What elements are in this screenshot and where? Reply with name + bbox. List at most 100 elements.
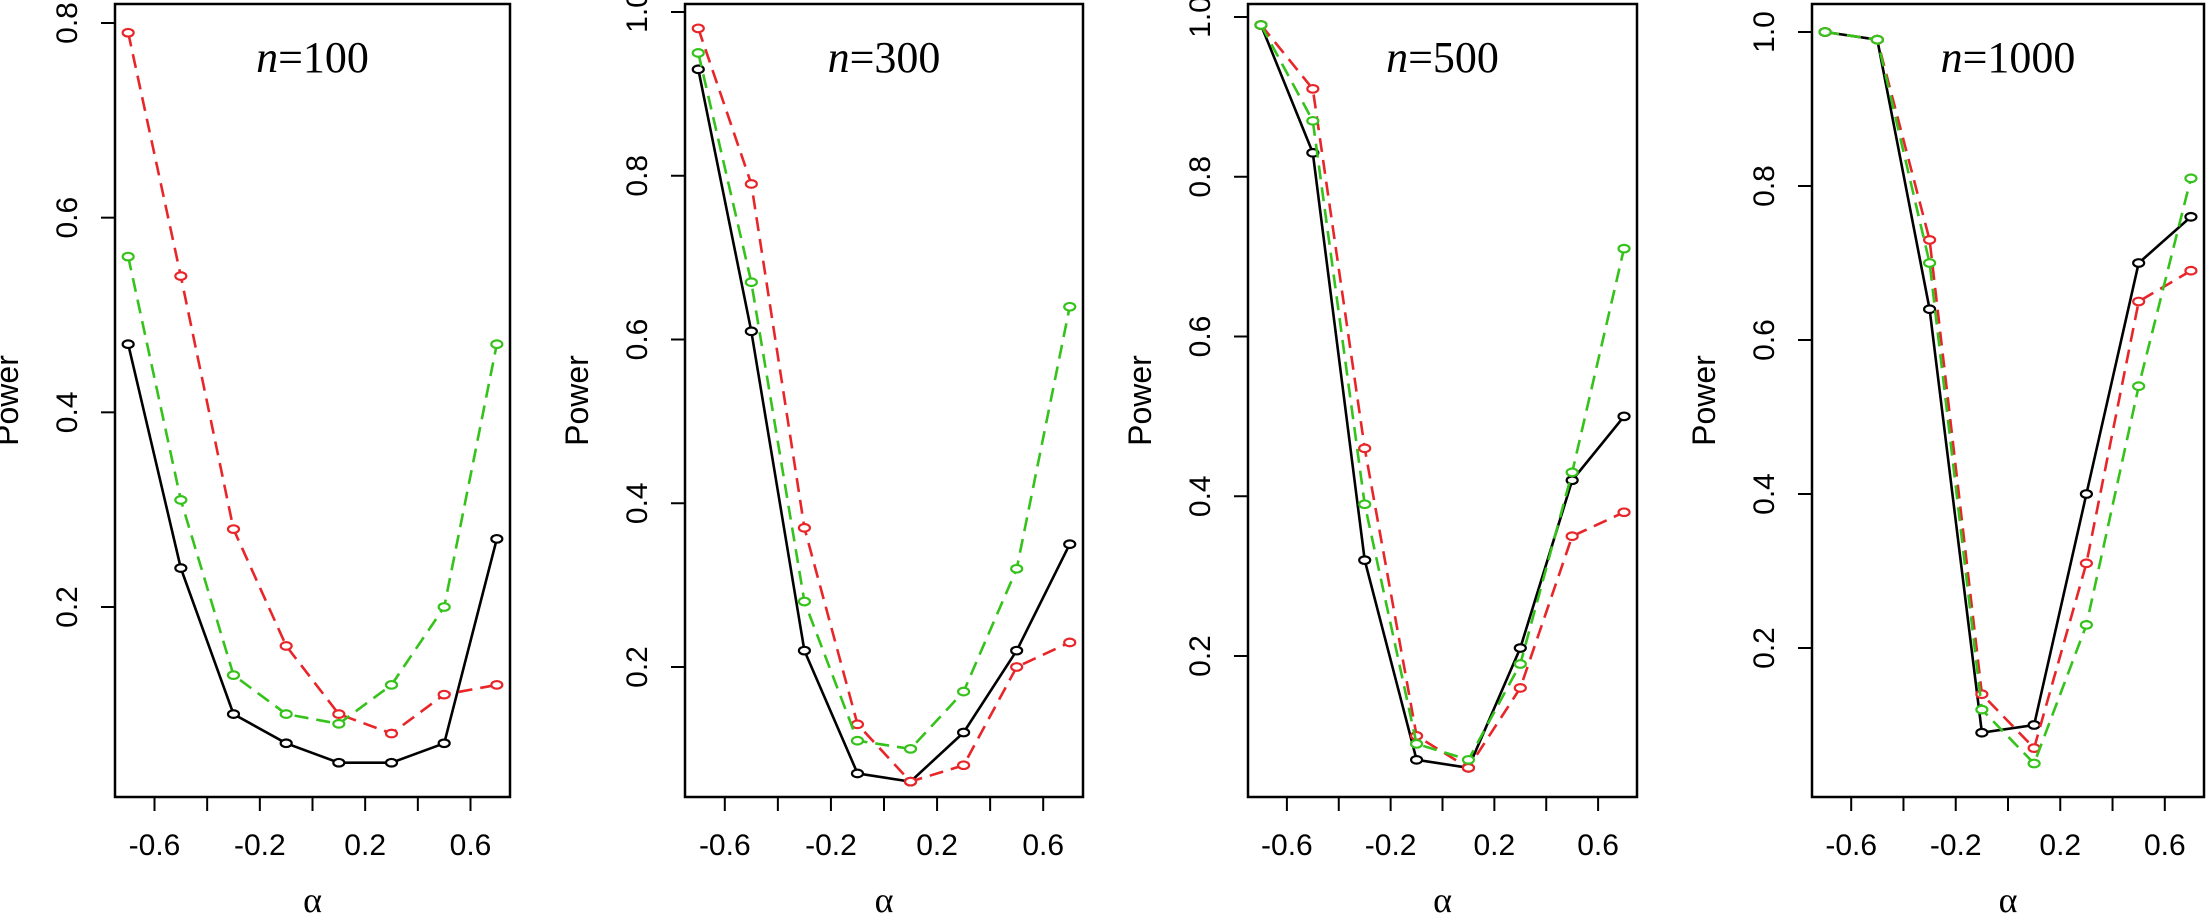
y-tick-label: 0.6: [1748, 319, 1781, 361]
chart-panel-4: -0.6 -0.2 0.2 0.6 0.2 0.4 0.6 0.8 1.0 α Power n=100…: [1686, 2, 2206, 920]
x-axis-label: α: [1999, 880, 2018, 920]
title-value: =300: [850, 33, 941, 82]
chart-panel-1: -0.6 -0.2 0.2 0.6 0.2 0.4 0.6 0.8 α Power n=100: [0, 2, 512, 920]
y-tick-label: 1.0: [621, 0, 654, 33]
data-point-green: [1306, 115, 1320, 126]
data-point-red: [2079, 558, 2093, 569]
plot-frame: [683, 2, 1085, 799]
data-point-green: [903, 743, 918, 754]
data-point-green: [121, 251, 135, 262]
x-tick-label: 0.2: [916, 829, 958, 862]
data-point-red: [744, 179, 758, 189]
data-point-black: [174, 563, 188, 573]
data-point-red: [174, 271, 188, 281]
data-point-black: [2027, 720, 2041, 730]
data-point-red: [332, 709, 346, 719]
data-point-red: [1010, 662, 1024, 672]
x-tick-label: -0.2: [234, 829, 286, 862]
data-point-black: [2184, 211, 2198, 222]
data-point-black: [2079, 489, 2093, 499]
x-tick-label: -0.2: [805, 829, 857, 862]
plot-frame: [1810, 2, 2206, 799]
data-point-red: [1617, 507, 1631, 518]
data-point-black: [1513, 643, 1527, 653]
series-line-red: [1259, 24, 1625, 770]
data-point-red: [1306, 83, 1320, 94]
data-point-red: [2132, 296, 2146, 307]
series-line-red: [126, 32, 498, 735]
data-point-black: [437, 738, 451, 749]
data-point-green: [744, 277, 758, 288]
series-line-black: [697, 69, 1071, 783]
title-variable: n: [1386, 33, 1408, 82]
data-point-red: [1358, 443, 1372, 454]
data-point-green: [437, 602, 451, 612]
data-point-green: [2184, 173, 2198, 184]
data-point-red: [279, 641, 293, 651]
panel-title: n=100: [256, 33, 369, 82]
y-axis-label: Power: [559, 355, 595, 446]
y-tick-label: 0.8: [51, 2, 84, 44]
y-tick-label: 0.4: [1748, 473, 1781, 515]
data-point-green: [174, 495, 188, 505]
data-point-black: [121, 339, 135, 350]
y-tick-label: 0.8: [621, 155, 654, 197]
data-point-red: [226, 524, 241, 535]
data-point-red: [1922, 234, 1937, 245]
y-axis-label: Power: [1686, 355, 1722, 446]
data-point-red: [903, 776, 918, 787]
x-tick-label: -0.6: [699, 829, 751, 862]
data-point-black: [1975, 727, 1989, 738]
data-point-green: [1565, 467, 1579, 478]
x-axis-label: α: [1433, 880, 1452, 920]
data-point-red: [1461, 762, 1476, 773]
data-point-black: [279, 738, 293, 749]
series-line-red: [697, 27, 1071, 784]
y-tick-label: 0.4: [51, 391, 84, 433]
data-point-black: [691, 64, 705, 75]
x-tick-label: 0.2: [2039, 829, 2081, 862]
panel-title: n=1000: [1941, 33, 2076, 82]
data-point-green: [1922, 258, 1937, 268]
y-tick-label: 0.2: [1748, 627, 1781, 669]
series-line-green: [697, 52, 1071, 751]
y-tick-label: 0.2: [1184, 635, 1217, 677]
data-point-green: [1254, 20, 1268, 30]
plot-frame: [1246, 2, 1639, 799]
x-tick-label: -0.6: [1825, 829, 1877, 862]
data-point-green: [691, 48, 705, 58]
data-point-red: [956, 760, 971, 771]
x-tick-label: -0.6: [1261, 829, 1313, 862]
x-tick-label: -0.6: [129, 829, 181, 862]
y-tick-label: 1.0: [1184, 0, 1217, 38]
y-tick-label: 0.8: [1184, 156, 1217, 198]
data-point-green: [1409, 738, 1424, 749]
data-point-red: [384, 728, 399, 739]
data-point-green: [2079, 620, 2093, 630]
y-tick-label: 0.6: [621, 319, 654, 361]
title-variable: n: [1941, 33, 1963, 82]
data-point-green: [1513, 659, 1527, 669]
plot-frame: [113, 2, 512, 799]
data-point-black: [226, 709, 241, 719]
data-point-red: [2184, 265, 2198, 276]
data-point-black: [1010, 645, 1024, 656]
series-line-black: [1259, 24, 1626, 770]
x-tick-label: 0.6: [1022, 829, 1064, 862]
data-point-green: [332, 718, 346, 729]
title-value: =1000: [1963, 33, 2076, 82]
data-point-green: [1010, 563, 1024, 574]
data-point-black: [797, 645, 812, 656]
series-line-green: [126, 256, 499, 726]
data-point-black: [744, 326, 758, 337]
data-point-green: [1461, 754, 1476, 765]
series-line-green: [1824, 30, 2193, 766]
x-tick-label: 0.2: [344, 829, 386, 862]
data-point-black: [490, 533, 504, 544]
data-point-green: [1358, 499, 1372, 510]
title-value: =500: [1408, 33, 1499, 82]
y-tick-label: 0.4: [621, 482, 654, 524]
y-tick-label: 0.2: [621, 646, 654, 688]
data-point-black: [2132, 258, 2146, 268]
